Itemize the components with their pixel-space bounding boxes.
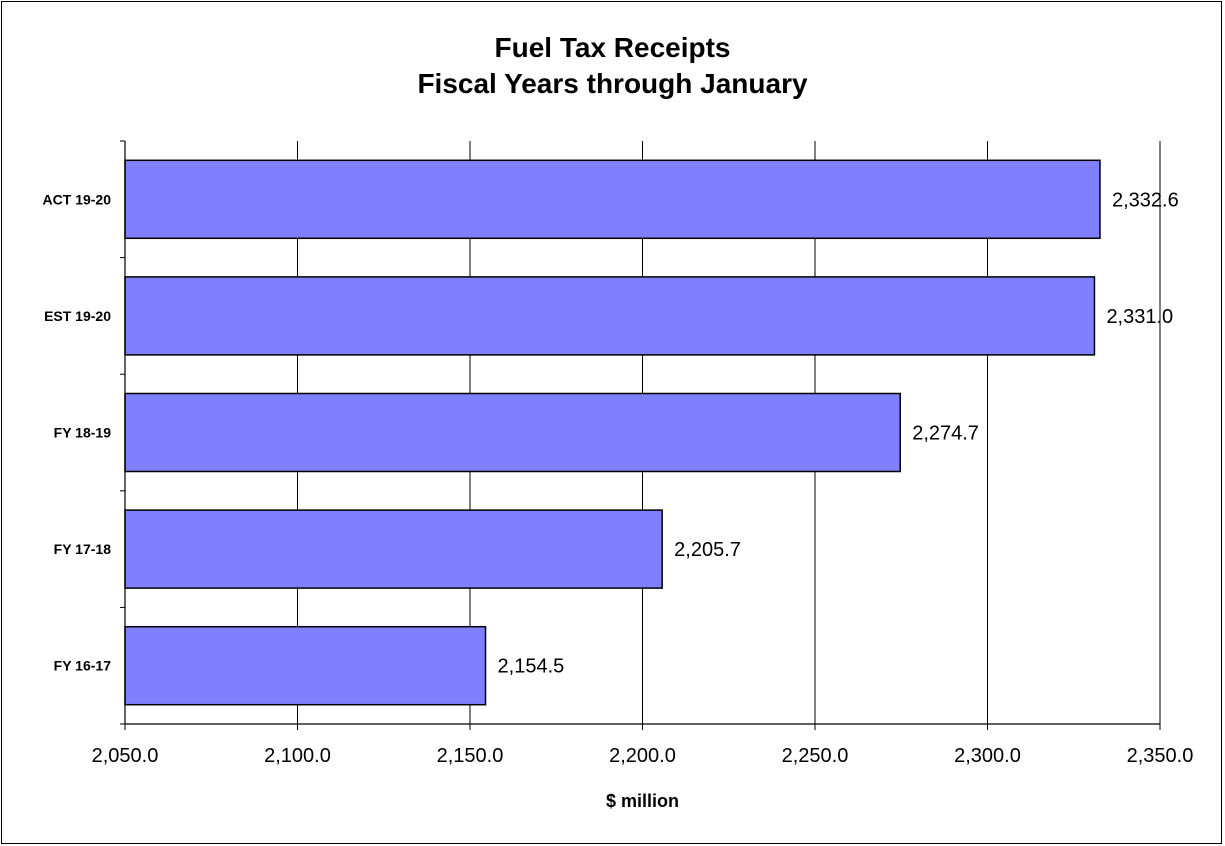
bar <box>124 509 663 589</box>
x-tick-label: 2,150.0 <box>437 745 504 767</box>
x-tick-label: 2,050.0 <box>92 745 159 767</box>
chart-title: Fuel Tax Receipts <box>494 32 731 63</box>
category-label: ACT 19-20 <box>43 191 112 207</box>
x-tick-label: 2,200.0 <box>609 745 676 767</box>
data-label: 2,331.0 <box>1106 306 1173 328</box>
category-label: FY 17-18 <box>54 541 112 557</box>
bar <box>124 276 1096 356</box>
data-label: 2,154.5 <box>498 656 565 678</box>
category-label: FY 16-17 <box>54 658 112 674</box>
category-label: FY 18-19 <box>54 425 112 441</box>
bar <box>124 159 1101 240</box>
data-label: 2,274.7 <box>912 423 979 445</box>
x-tick-label: 2,250.0 <box>782 745 849 767</box>
x-tick-label: 2,350.0 <box>1127 745 1194 767</box>
data-label: 2,332.6 <box>1112 189 1179 211</box>
chart-title-block: Fuel Tax Receipts Fiscal Years through J… <box>0 30 1225 102</box>
category-label: EST 19-20 <box>44 308 111 324</box>
x-axis-title: $ million <box>606 791 679 811</box>
chart-subtitle: Fiscal Years through January <box>417 68 808 99</box>
bar <box>124 392 901 473</box>
bar <box>124 625 487 706</box>
data-label: 2,205.7 <box>674 539 741 561</box>
x-tick-label: 2,300.0 <box>954 745 1021 767</box>
x-tick-label: 2,100.0 <box>264 745 331 767</box>
